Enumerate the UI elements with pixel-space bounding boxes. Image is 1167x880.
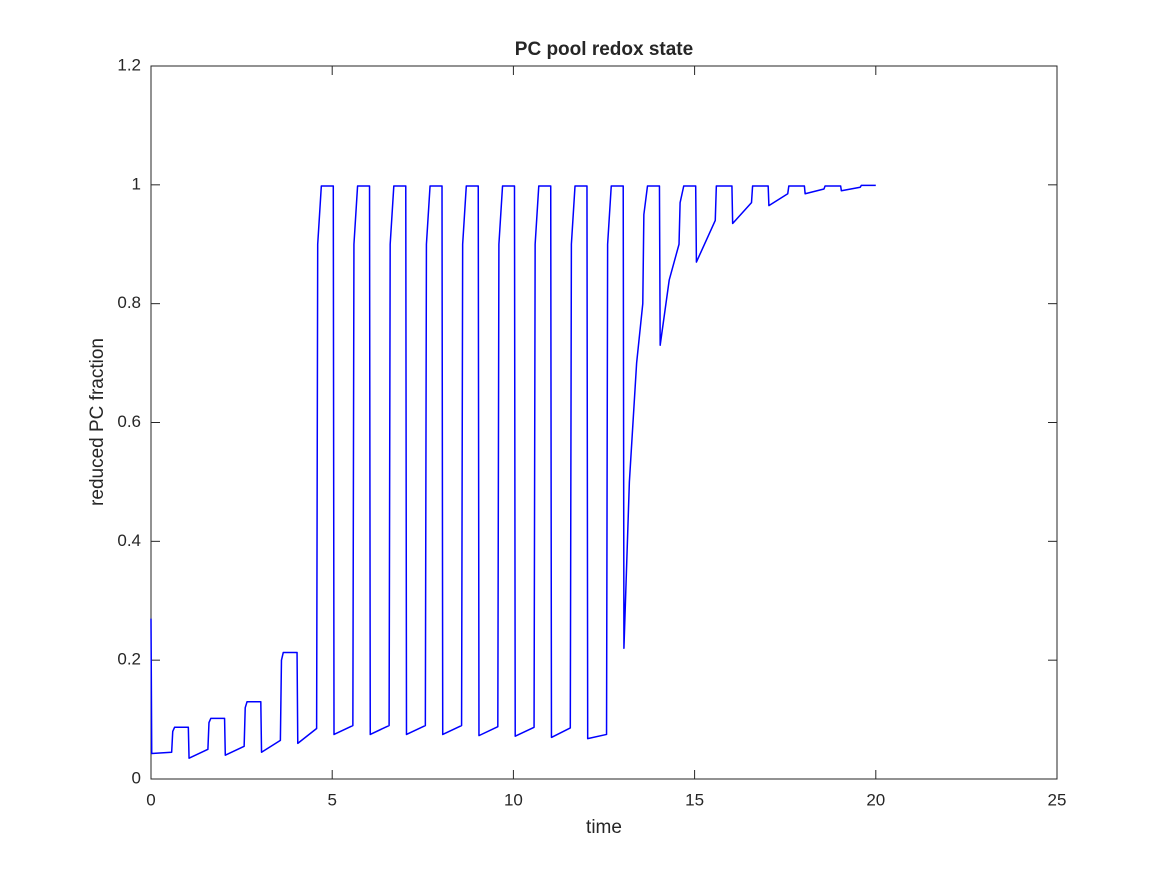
axes-box bbox=[150, 65, 1058, 780]
y-axis-label: reduced PC fraction bbox=[87, 338, 108, 506]
x-tick-label: 10 bbox=[504, 790, 523, 809]
y-tick-label: 0.8 bbox=[117, 293, 141, 312]
x-tick-label: 0 bbox=[146, 790, 155, 809]
y-tick-label: 0.6 bbox=[117, 412, 141, 431]
x-tick-label: 15 bbox=[685, 790, 704, 809]
y-tick-label: 1 bbox=[132, 174, 141, 193]
x-tick-label: 25 bbox=[1048, 790, 1067, 809]
x-tick-label: 20 bbox=[866, 790, 885, 809]
y-tick-label: 0.4 bbox=[117, 531, 141, 550]
x-tick-label: 5 bbox=[327, 790, 336, 809]
x-axis-label: time bbox=[586, 817, 622, 838]
y-tick-label: 0 bbox=[132, 768, 141, 787]
chart-title: PC pool redox state bbox=[515, 39, 693, 60]
y-tick-label: 0.2 bbox=[117, 650, 141, 669]
y-tick-label: 1.2 bbox=[117, 55, 141, 74]
data-line bbox=[150, 184, 876, 759]
